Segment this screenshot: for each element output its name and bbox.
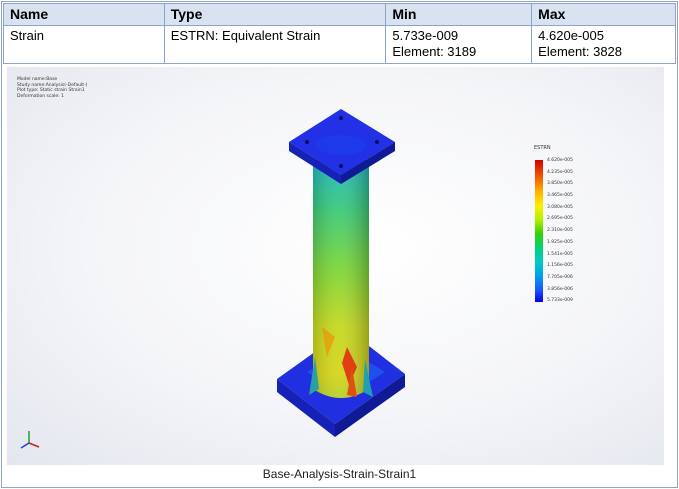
cell-min: 5.733e-009 Element: 3189 bbox=[385, 25, 533, 64]
min-value: 5.733e-009 bbox=[392, 28, 459, 43]
legend-label: 1.541e-005 bbox=[547, 251, 573, 257]
legend-labels: 4.620e-005 4.235e-005 3.850e-005 3.465e-… bbox=[547, 158, 573, 310]
header-max: Max bbox=[531, 3, 676, 26]
table-row: Strain ESTRN: Equivalent Strain 5.733e-0… bbox=[3, 25, 676, 64]
column bbox=[313, 160, 369, 398]
plot-info-line: Model name:Base bbox=[17, 77, 58, 82]
legend-label: 1.925e-005 bbox=[547, 239, 573, 245]
header-name: Name bbox=[3, 3, 165, 26]
min-element: Element: 3189 bbox=[392, 44, 477, 59]
legend-label: 3.850e-005 bbox=[547, 181, 573, 187]
legend-label: 2.310e-005 bbox=[547, 228, 573, 234]
cell-name: Strain bbox=[3, 25, 165, 64]
legend-label: 5.733e-009 bbox=[547, 298, 573, 304]
plot-info: Model name:Base Study name:Analysis(-Def… bbox=[17, 77, 87, 99]
legend-label: 3.856e-006 bbox=[547, 286, 573, 292]
legend-label: 7.705e-006 bbox=[547, 274, 573, 280]
table-header-row: Name Type Min Max bbox=[3, 3, 676, 26]
plot-info-line: Plot type: Static strain Strain1 bbox=[17, 88, 85, 94]
axis-triad-icon bbox=[20, 431, 40, 449]
legend-label: 2.695e-005 bbox=[547, 216, 573, 222]
plot-info-line: Study name:Analysis(-Default-) bbox=[17, 82, 88, 88]
plot-info-line: Deformation scale: 1 bbox=[17, 93, 64, 99]
legend-title: ESTRN bbox=[534, 145, 551, 151]
max-element: Element: 3828 bbox=[538, 44, 623, 59]
legend-label: 4.620e-005 bbox=[547, 158, 573, 163]
top-plate bbox=[289, 109, 395, 184]
results-table: Name Type Min Max Strain ESTRN: Equivale… bbox=[3, 3, 676, 64]
header-min: Min bbox=[385, 3, 533, 26]
cell-type: ESTRN: Equivalent Strain bbox=[163, 25, 387, 64]
legend-color-bar bbox=[535, 160, 543, 302]
legend-label: 3.080e-005 bbox=[547, 204, 573, 210]
max-value: 4.620e-005 bbox=[538, 28, 604, 43]
legend-label: 1.156e-005 bbox=[547, 263, 573, 269]
legend-label: 3.465e-005 bbox=[547, 193, 573, 199]
plot-caption: Base-Analysis-Strain-Strain1 bbox=[262, 467, 417, 481]
legend-label: 4.235e-005 bbox=[547, 169, 573, 175]
plot-viewport[interactable]: Model name:Base Study name:Analysis(-Def… bbox=[7, 67, 664, 465]
gussets bbox=[309, 357, 373, 397]
header-type: Type bbox=[163, 3, 387, 26]
cell-max: 4.620e-005 Element: 3828 bbox=[531, 25, 676, 64]
strain-model-render bbox=[277, 109, 405, 437]
